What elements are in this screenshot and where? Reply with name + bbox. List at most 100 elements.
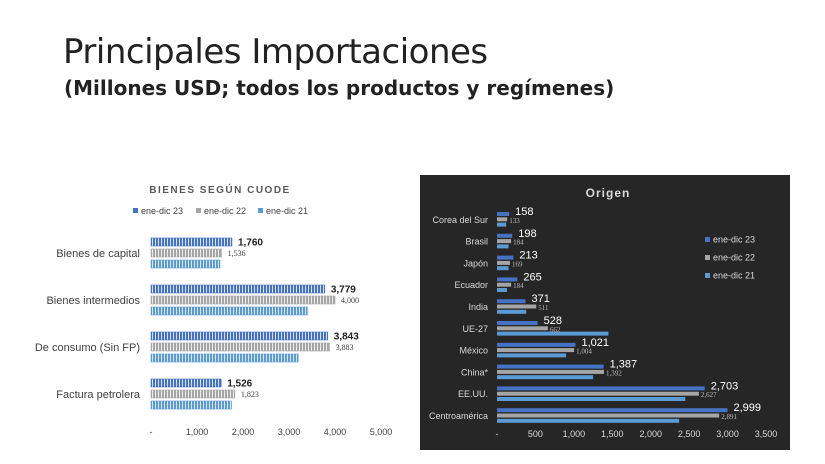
cuode-data-label: 1,760	[238, 238, 263, 249]
origen-bar	[497, 364, 604, 369]
origen-legend-swatch	[705, 255, 710, 260]
origen-x-tick-label: 3,500	[755, 429, 778, 439]
origen-bar	[497, 408, 728, 413]
cuode-bar	[150, 248, 222, 258]
origen-chart-title: Origen	[586, 186, 631, 200]
origen-bar	[497, 233, 513, 238]
origen-data-label: 158	[515, 206, 533, 218]
cuode-x-tick-label: -	[150, 427, 153, 437]
origen-category-label: Ecuador	[454, 280, 488, 290]
slide-subtitle: (Millones USD; todos los productos y reg…	[64, 76, 615, 100]
cuode-data-label: 1,536	[228, 249, 246, 258]
origen-data-label: 1,387	[610, 359, 638, 371]
cuode-x-tick-label: 4,000	[324, 427, 347, 437]
origen-x-tick-label: 1,000	[563, 429, 586, 439]
origen-legend-label: ene-dic 23	[713, 235, 755, 245]
origen-bar	[497, 255, 514, 260]
origen-data-label: 198	[518, 228, 536, 240]
origen-data-label: 2,891	[721, 413, 737, 421]
origen-data-label: 1,021	[581, 337, 609, 349]
origen-legend-label: ene-dic 21	[713, 271, 755, 281]
origen-category-label: China*	[461, 367, 489, 377]
origen-bar	[497, 239, 512, 244]
origen-bar	[497, 217, 508, 222]
origen-category-label: Corea del Sur	[432, 215, 488, 225]
cuode-legend-swatch	[258, 208, 263, 213]
origen-data-label: 133	[509, 217, 520, 225]
cuode-chart-title: BIENES SEGÚN CUODE	[149, 183, 290, 196]
origen-bar	[497, 386, 705, 391]
origen-legend-label: ene-dic 22	[713, 253, 755, 263]
cuode-bar	[150, 306, 308, 316]
origen-bar	[497, 418, 680, 423]
cuode-bar	[150, 295, 336, 305]
cuode-bar	[150, 237, 233, 247]
origen-category-label: Centroamérica	[429, 411, 488, 421]
origen-data-label: 184	[513, 239, 524, 247]
origen-bar	[497, 288, 507, 292]
cuode-data-label: 1,526	[227, 379, 252, 390]
origen-bar	[497, 266, 509, 271]
origen-data-label: 2,703	[711, 380, 739, 392]
origen-x-tick-label: 2,500	[678, 429, 701, 439]
cuode-bar	[150, 378, 222, 388]
origen-data-label: 1,392	[606, 369, 622, 377]
cuode-bar	[150, 331, 329, 341]
cuode-bar	[150, 353, 299, 363]
origen-chart-background	[420, 175, 790, 450]
origen-bar	[497, 260, 510, 265]
origen-bar	[497, 353, 567, 358]
cuode-bar	[150, 259, 221, 269]
origen-bar	[497, 299, 526, 304]
origen-data-label: 528	[544, 315, 562, 327]
origen-data-label: 662	[550, 326, 561, 334]
cuode-x-tick-label: 1,000	[186, 427, 209, 437]
origen-data-label: 1,004	[576, 348, 592, 356]
origen-bar	[497, 212, 510, 216]
origen-x-tick-label: 3,000	[716, 429, 739, 439]
origen-data-label: 371	[532, 293, 550, 305]
cuode-category-label: Factura petrolera	[56, 389, 141, 401]
cuode-legend-label: ene-dic 23	[141, 206, 183, 216]
origen-bar	[497, 309, 527, 314]
origen-category-label: EE.UU.	[458, 389, 488, 399]
origen-legend-swatch	[705, 237, 710, 242]
origen-category-label: Brasil	[465, 237, 488, 247]
origen-category-label: México	[459, 346, 488, 356]
cuode-data-label: 3,883	[336, 343, 354, 352]
origen-chart: Origen Corea del Sur Brasil Japón Ecuador In…	[420, 175, 790, 450]
origen-bar	[497, 375, 594, 380]
cuode-bar	[150, 342, 330, 352]
cuode-legend-label: ene-dic 21	[266, 206, 308, 216]
origen-data-label: 2,999	[733, 402, 761, 414]
origen-bar	[497, 282, 512, 287]
cuode-bar	[150, 284, 326, 294]
cuode-x-tick-label: 2,000	[232, 427, 255, 437]
cuode-data-label: 3,779	[331, 285, 356, 296]
cuode-legend-swatch	[133, 208, 138, 213]
origen-bar	[497, 369, 604, 374]
cuode-x-tick-label: 5,000	[370, 427, 393, 437]
cuode-data-label: 1,823	[241, 390, 259, 399]
cuode-x-tick-label: 3,000	[278, 427, 301, 437]
cuode-data-label: 4,000	[341, 296, 359, 305]
origen-data-label: 184	[513, 282, 524, 290]
origen-bar	[497, 321, 538, 325]
origen-x-tick-label: 1,500	[601, 429, 624, 439]
origen-bar	[497, 391, 699, 396]
origen-x-tick-label: -	[496, 429, 499, 439]
origen-data-label: 2,627	[701, 391, 717, 399]
origen-x-tick-label: 500	[528, 429, 543, 439]
origen-bar	[497, 222, 507, 227]
origen-bar	[497, 342, 576, 347]
origen-bar	[497, 413, 720, 418]
origen-legend-swatch	[705, 273, 710, 278]
origen-bar	[497, 397, 686, 401]
origen-bar	[497, 331, 609, 336]
origen-x-tick-label: 2,000	[639, 429, 662, 439]
origen-data-label: 511	[538, 304, 549, 312]
cuode-category-label: Bienes intermedios	[46, 295, 140, 307]
cuode-category-label: Bienes de capital	[56, 248, 140, 260]
cuode-legend: ene-dic 23 ene-dic 22 ene-dic 21	[133, 206, 308, 216]
origen-data-label: 213	[519, 250, 537, 262]
